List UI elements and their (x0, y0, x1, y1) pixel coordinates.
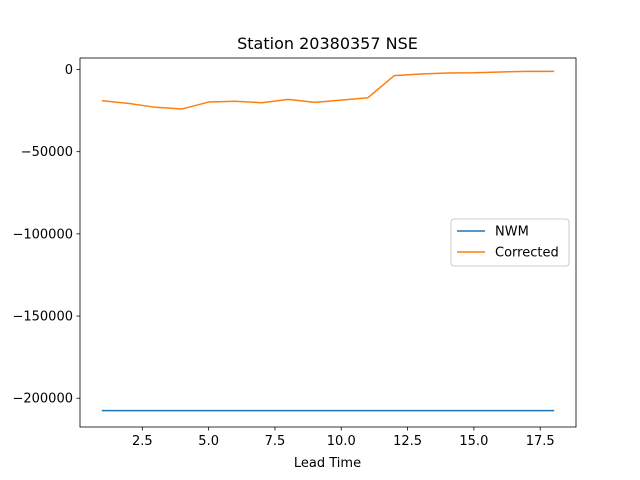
x-tick-label: 5.0 (198, 434, 219, 449)
x-tick-label: 7.5 (265, 434, 286, 449)
legend: NWM Corrected (450, 218, 570, 267)
plot-lines (101, 70, 555, 412)
y-tick-label: −200000 (12, 392, 73, 407)
x-axis-label: Lead Time (294, 456, 361, 471)
legend-label-nwm: NWM (495, 225, 529, 240)
y-tick-label: −150000 (12, 310, 73, 325)
y-tick-label: −50000 (21, 145, 73, 160)
y-axis: 0 −50000 −100000 −150000 −200000 (12, 63, 80, 407)
y-tick-label: −100000 (12, 227, 73, 242)
series-line-corrected (101, 70, 555, 110)
x-tick-label: 2.5 (132, 434, 153, 449)
plot-frame (79, 57, 577, 428)
y-tick-label: 0 (65, 63, 73, 78)
x-tick-label: 10.0 (327, 434, 356, 449)
x-axis: 2.5 5.0 7.5 10.0 12.5 15.0 17.5 (132, 427, 555, 449)
x-tick-label: 12.5 (393, 434, 422, 449)
legend-label-corrected: Corrected (495, 246, 559, 261)
x-tick-label: 15.0 (459, 434, 488, 449)
chart-title: Station 20380357 NSE (237, 34, 418, 53)
x-tick-label: 17.5 (526, 434, 555, 449)
